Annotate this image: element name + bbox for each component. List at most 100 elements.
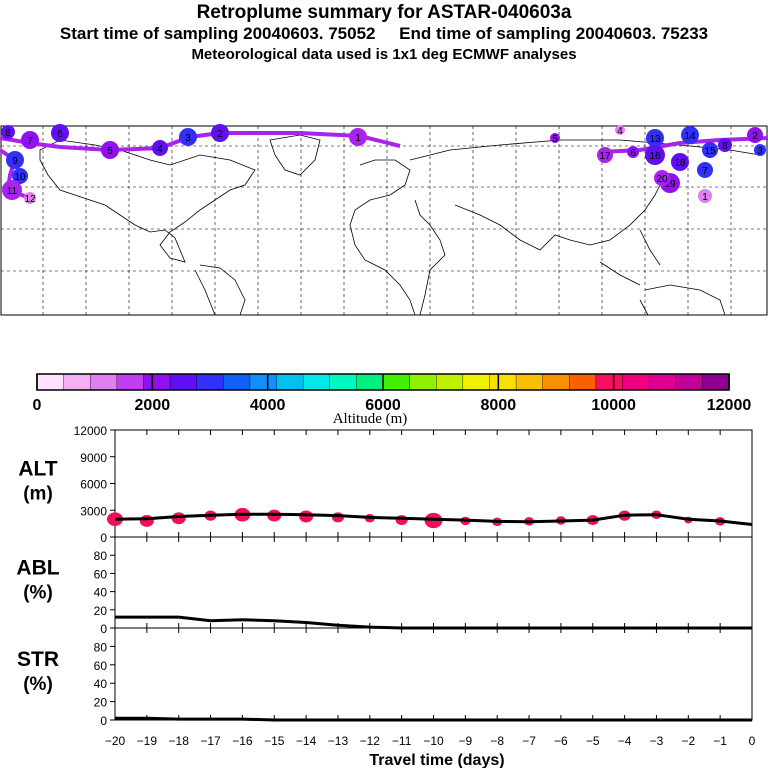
track-marker-label: 2 bbox=[752, 131, 758, 142]
x-tick-label: −19 bbox=[137, 734, 158, 748]
y-tick-label: 0 bbox=[100, 531, 107, 545]
track-marker bbox=[51, 124, 69, 142]
alt-marker bbox=[524, 517, 535, 526]
track-marker-label: 9 bbox=[12, 156, 18, 167]
track-marker-label: 12 bbox=[24, 194, 36, 205]
y-tick-label: 60 bbox=[94, 659, 108, 673]
track-marker bbox=[681, 126, 699, 144]
panel-ylabel-unit: (m) bbox=[23, 484, 53, 505]
colorbar-tick-labels: 0 2000 4000 6000 8000 10000 12000 bbox=[33, 374, 752, 414]
track-marker bbox=[597, 147, 613, 163]
track-marker-label: 10 bbox=[14, 172, 26, 183]
panel-ylabel: ABL bbox=[16, 557, 59, 580]
x-tick-label: −5 bbox=[586, 734, 600, 748]
x-tick-label: −20 bbox=[105, 734, 126, 748]
x-tick-label: −15 bbox=[264, 734, 285, 748]
x-tick-label: −3 bbox=[650, 734, 664, 748]
colorbar-tick-label: 4000 bbox=[250, 397, 286, 414]
panel-ylabel: STR bbox=[17, 648, 59, 671]
colorbar-cell bbox=[36, 373, 65, 391]
track-marker bbox=[550, 133, 560, 143]
track-marker bbox=[697, 162, 713, 178]
track-marker bbox=[2, 180, 22, 200]
alt-marker bbox=[618, 510, 631, 521]
alt-marker bbox=[331, 512, 344, 523]
coastlines bbox=[39, 134, 761, 316]
colorbar-cell bbox=[622, 373, 650, 391]
alt-marker bbox=[395, 514, 408, 526]
coast-europe-africa bbox=[349, 159, 446, 316]
sampling-times: Start time of sampling 20040603. 75052 E… bbox=[0, 24, 768, 44]
coast-asia bbox=[409, 139, 761, 286]
met-data-line: Meteorological data used is 1x1 deg ECMW… bbox=[191, 46, 577, 63]
alt-marker bbox=[586, 514, 599, 526]
track-marker bbox=[211, 124, 229, 142]
panel-frame-alt bbox=[114, 429, 753, 538]
start-value: 20040603. 75052 bbox=[243, 24, 376, 43]
panel-ylabel: ALT bbox=[18, 458, 57, 481]
x-tick-label: −4 bbox=[618, 734, 632, 748]
track-marker bbox=[12, 168, 28, 184]
x-tick-label: −9 bbox=[459, 734, 473, 748]
panel-frame-abl bbox=[114, 536, 753, 629]
colorbar-frame bbox=[36, 373, 730, 391]
alt-marker bbox=[492, 517, 503, 527]
alt-marker bbox=[267, 509, 282, 522]
y-tick-label: 20 bbox=[94, 604, 108, 618]
alt-marker bbox=[460, 516, 471, 526]
alt-marker bbox=[424, 512, 443, 529]
colorbar-cell bbox=[702, 373, 730, 391]
colorbar-tick-label: 12000 bbox=[707, 397, 752, 414]
track-marker-label: 19 bbox=[664, 179, 676, 190]
alt-marker bbox=[555, 516, 566, 525]
x-tick-label: −13 bbox=[328, 734, 349, 748]
colorbar-cells bbox=[36, 373, 730, 391]
coast-south-america bbox=[194, 264, 246, 316]
colorbar-tick-label: 10000 bbox=[591, 397, 636, 414]
colorbar-cell bbox=[515, 373, 544, 391]
track-marker bbox=[101, 141, 119, 159]
x-tick-label: −1 bbox=[713, 734, 727, 748]
track-marker-label: 1 bbox=[702, 192, 708, 203]
colorbar-cell bbox=[169, 373, 198, 391]
track-marker-label: 16 bbox=[649, 151, 661, 162]
x-tick-label: −14 bbox=[296, 734, 317, 748]
track-marker bbox=[698, 189, 712, 203]
track-marker-label: 17 bbox=[599, 151, 611, 162]
track-segment bbox=[0, 148, 31, 200]
track-segment bbox=[0, 131, 401, 153]
alt-marker bbox=[364, 514, 375, 523]
chart-title: Retroplume summary for ASTAR-040603a bbox=[196, 2, 572, 23]
x-tick-label: −18 bbox=[169, 734, 190, 748]
track-marker-label: 6 bbox=[57, 129, 63, 140]
colorbar-cell bbox=[90, 373, 118, 391]
map-grid bbox=[1, 126, 767, 315]
colorbar-cell bbox=[249, 373, 278, 391]
coast-australia bbox=[639, 284, 726, 316]
colorbar-cell bbox=[143, 373, 171, 391]
colorbar-cell bbox=[63, 373, 91, 391]
track-marker bbox=[747, 127, 763, 143]
colorbar-cell bbox=[436, 373, 464, 391]
colorbar-tick-label: 2000 bbox=[135, 397, 171, 414]
y-tick-label: 12000 bbox=[74, 424, 108, 438]
alt-marker bbox=[715, 517, 726, 526]
colorbar-cell bbox=[648, 373, 677, 391]
x-tick-label: −12 bbox=[360, 734, 381, 748]
y-tick-label: 9000 bbox=[80, 451, 107, 465]
track-marker-label: 2 bbox=[217, 129, 223, 140]
y-tick-label: 0 bbox=[100, 622, 107, 636]
track-marker-label: 6 bbox=[630, 148, 636, 159]
x-tick-label: −10 bbox=[423, 734, 444, 748]
track-marker bbox=[21, 131, 39, 149]
track-marker bbox=[24, 192, 36, 204]
alt-marker bbox=[139, 515, 154, 527]
alt-marker bbox=[299, 510, 314, 523]
track-marker bbox=[349, 128, 367, 146]
track-marker-label: 4 bbox=[157, 144, 163, 155]
track-marker-label: 4 bbox=[617, 126, 623, 137]
y-tick-label: 0 bbox=[100, 714, 107, 728]
